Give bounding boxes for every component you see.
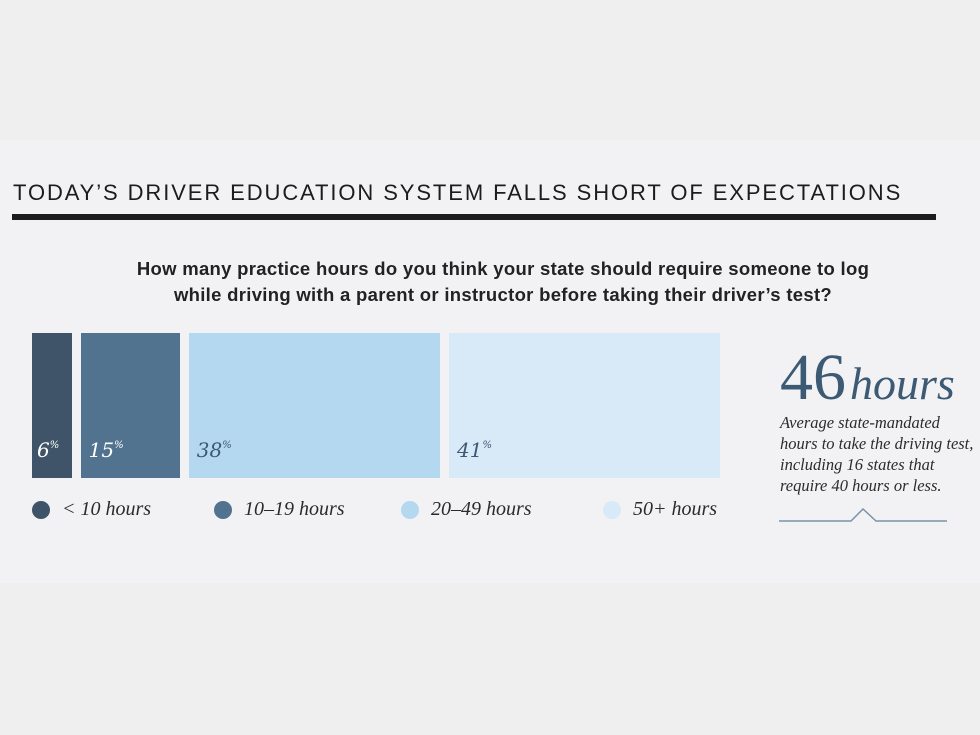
legend-swatch [401, 500, 419, 519]
legend-label: 10–19 hours [244, 498, 345, 520]
bar-value-label: 38% [197, 438, 232, 462]
legend-item: 50+ hours [603, 498, 717, 521]
bar-value-label: 15% [89, 438, 124, 462]
legend-swatch [214, 500, 232, 519]
survey-question: How many practice hours do you think you… [100, 256, 906, 308]
legend-item: 10–19 hours [214, 498, 345, 521]
bar-2: 15% [80, 333, 180, 478]
question-line-1: How many practice hours do you think you… [136, 258, 870, 279]
callout-note: Average state-mandated hours to take the… [780, 413, 974, 495]
value-number: 38 [196, 438, 223, 462]
bar-3: 38% [188, 333, 440, 478]
legend-item: 20–49 hours [401, 498, 532, 521]
legend-swatch [32, 500, 50, 519]
legend-item: < 10 hours [32, 498, 151, 521]
value-suffix: % [114, 440, 124, 451]
bar-value-label: 6% [37, 438, 59, 462]
legend-swatch [603, 500, 621, 519]
value-number: 6 [37, 438, 50, 462]
legend-label: < 10 hours [62, 498, 152, 520]
bar-value-label: 41% [457, 438, 492, 462]
bar-4: 41% [448, 333, 720, 478]
bar-1: 6% [32, 333, 72, 478]
callout-number: 46 [780, 341, 846, 414]
legend-label: 50+ hours [633, 498, 718, 520]
value-suffix: % [222, 440, 232, 451]
value-number: 15 [88, 438, 115, 462]
callout-unit: hours [850, 358, 955, 409]
question-line-2: while driving with a parent or instructo… [173, 284, 833, 305]
page-title: TODAY’S DRIVER EDUCATION SYSTEM FALLS SH… [13, 180, 903, 205]
title-rule [12, 214, 936, 220]
decorative-chevron-line [779, 507, 947, 522]
legend-label: 20–49 hours [431, 498, 532, 520]
value-number: 41 [456, 438, 483, 462]
value-suffix: % [49, 440, 60, 451]
callout-value: 46 hours [780, 340, 955, 416]
value-suffix: % [482, 440, 492, 451]
